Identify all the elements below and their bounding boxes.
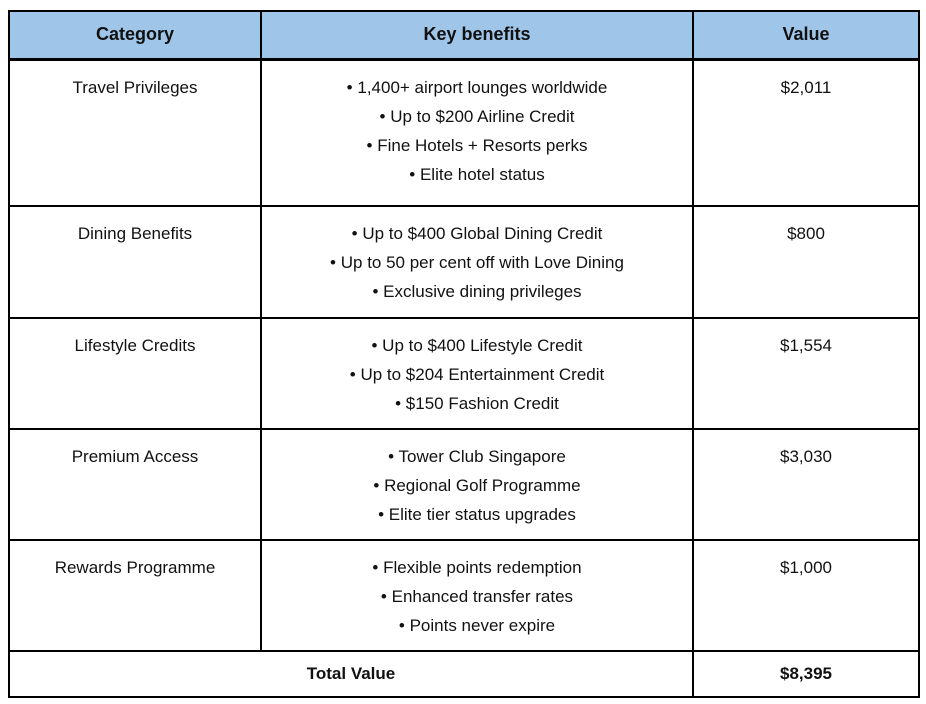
table-row-lifestyle-credits: Lifestyle Credits Up to $400 Lifestyle C… <box>8 317 920 430</box>
value-cell: $800 <box>692 205 920 319</box>
value-cell: $3,030 <box>692 428 920 541</box>
total-label: Total Value <box>8 650 694 698</box>
total-value: $8,395 <box>692 650 920 698</box>
benefit-item: Fine Hotels + Resorts perks <box>270 131 684 160</box>
benefit-item: Enhanced transfer rates <box>270 582 684 611</box>
benefits-cell: Up to $400 Global Dining Credit Up to 50… <box>260 205 694 319</box>
benefit-item: Tower Club Singapore <box>270 442 684 471</box>
value-cell: $2,011 <box>692 58 920 207</box>
benefit-item: Flexible points redemption <box>270 553 684 582</box>
column-header-category: Category <box>8 10 262 61</box>
value-cell: $1,000 <box>692 539 920 652</box>
category-cell: Travel Privileges <box>8 58 262 207</box>
benefit-item: Up to 50 per cent off with Love Dining <box>270 248 684 277</box>
benefit-item: Up to $400 Lifestyle Credit <box>270 331 684 360</box>
benefits-cell: Flexible points redemption Enhanced tran… <box>260 539 694 652</box>
total-row: Total Value $8,395 <box>8 650 920 698</box>
benefits-cell: Up to $400 Lifestyle Credit Up to $204 E… <box>260 317 694 430</box>
value-cell: $1,554 <box>692 317 920 430</box>
header-row: Category Key benefits Value <box>8 10 920 61</box>
benefits-cell: Tower Club Singapore Regional Golf Progr… <box>260 428 694 541</box>
table-row-premium-access: Premium Access Tower Club Singapore Regi… <box>8 428 920 541</box>
benefit-item: Up to $400 Global Dining Credit <box>270 219 684 248</box>
benefit-item: Elite tier status upgrades <box>270 500 684 529</box>
category-cell: Rewards Programme <box>8 539 262 652</box>
table-row-rewards-programme: Rewards Programme Flexible points redemp… <box>8 539 920 652</box>
benefits-cell: 1,400+ airport lounges worldwide Up to $… <box>260 58 694 207</box>
category-cell: Lifestyle Credits <box>8 317 262 430</box>
benefit-item: Up to $200 Airline Credit <box>270 102 684 131</box>
benefit-item: Regional Golf Programme <box>270 471 684 500</box>
benefit-item: Up to $204 Entertainment Credit <box>270 360 684 389</box>
category-cell: Dining Benefits <box>8 205 262 319</box>
benefits-table: Category Key benefits Value Travel Privi… <box>8 10 920 698</box>
category-cell: Premium Access <box>8 428 262 541</box>
benefit-item: $150 Fashion Credit <box>270 389 684 418</box>
column-header-value: Value <box>692 10 920 61</box>
benefit-item: Points never expire <box>270 611 684 640</box>
column-header-key-benefits: Key benefits <box>260 10 694 61</box>
table-row-travel-privileges: Travel Privileges 1,400+ airport lounges… <box>8 58 920 207</box>
table-row-dining-benefits: Dining Benefits Up to $400 Global Dining… <box>8 205 920 319</box>
benefit-item: 1,400+ airport lounges worldwide <box>270 73 684 102</box>
benefit-item: Elite hotel status <box>270 160 684 189</box>
benefit-item: Exclusive dining privileges <box>270 277 684 306</box>
